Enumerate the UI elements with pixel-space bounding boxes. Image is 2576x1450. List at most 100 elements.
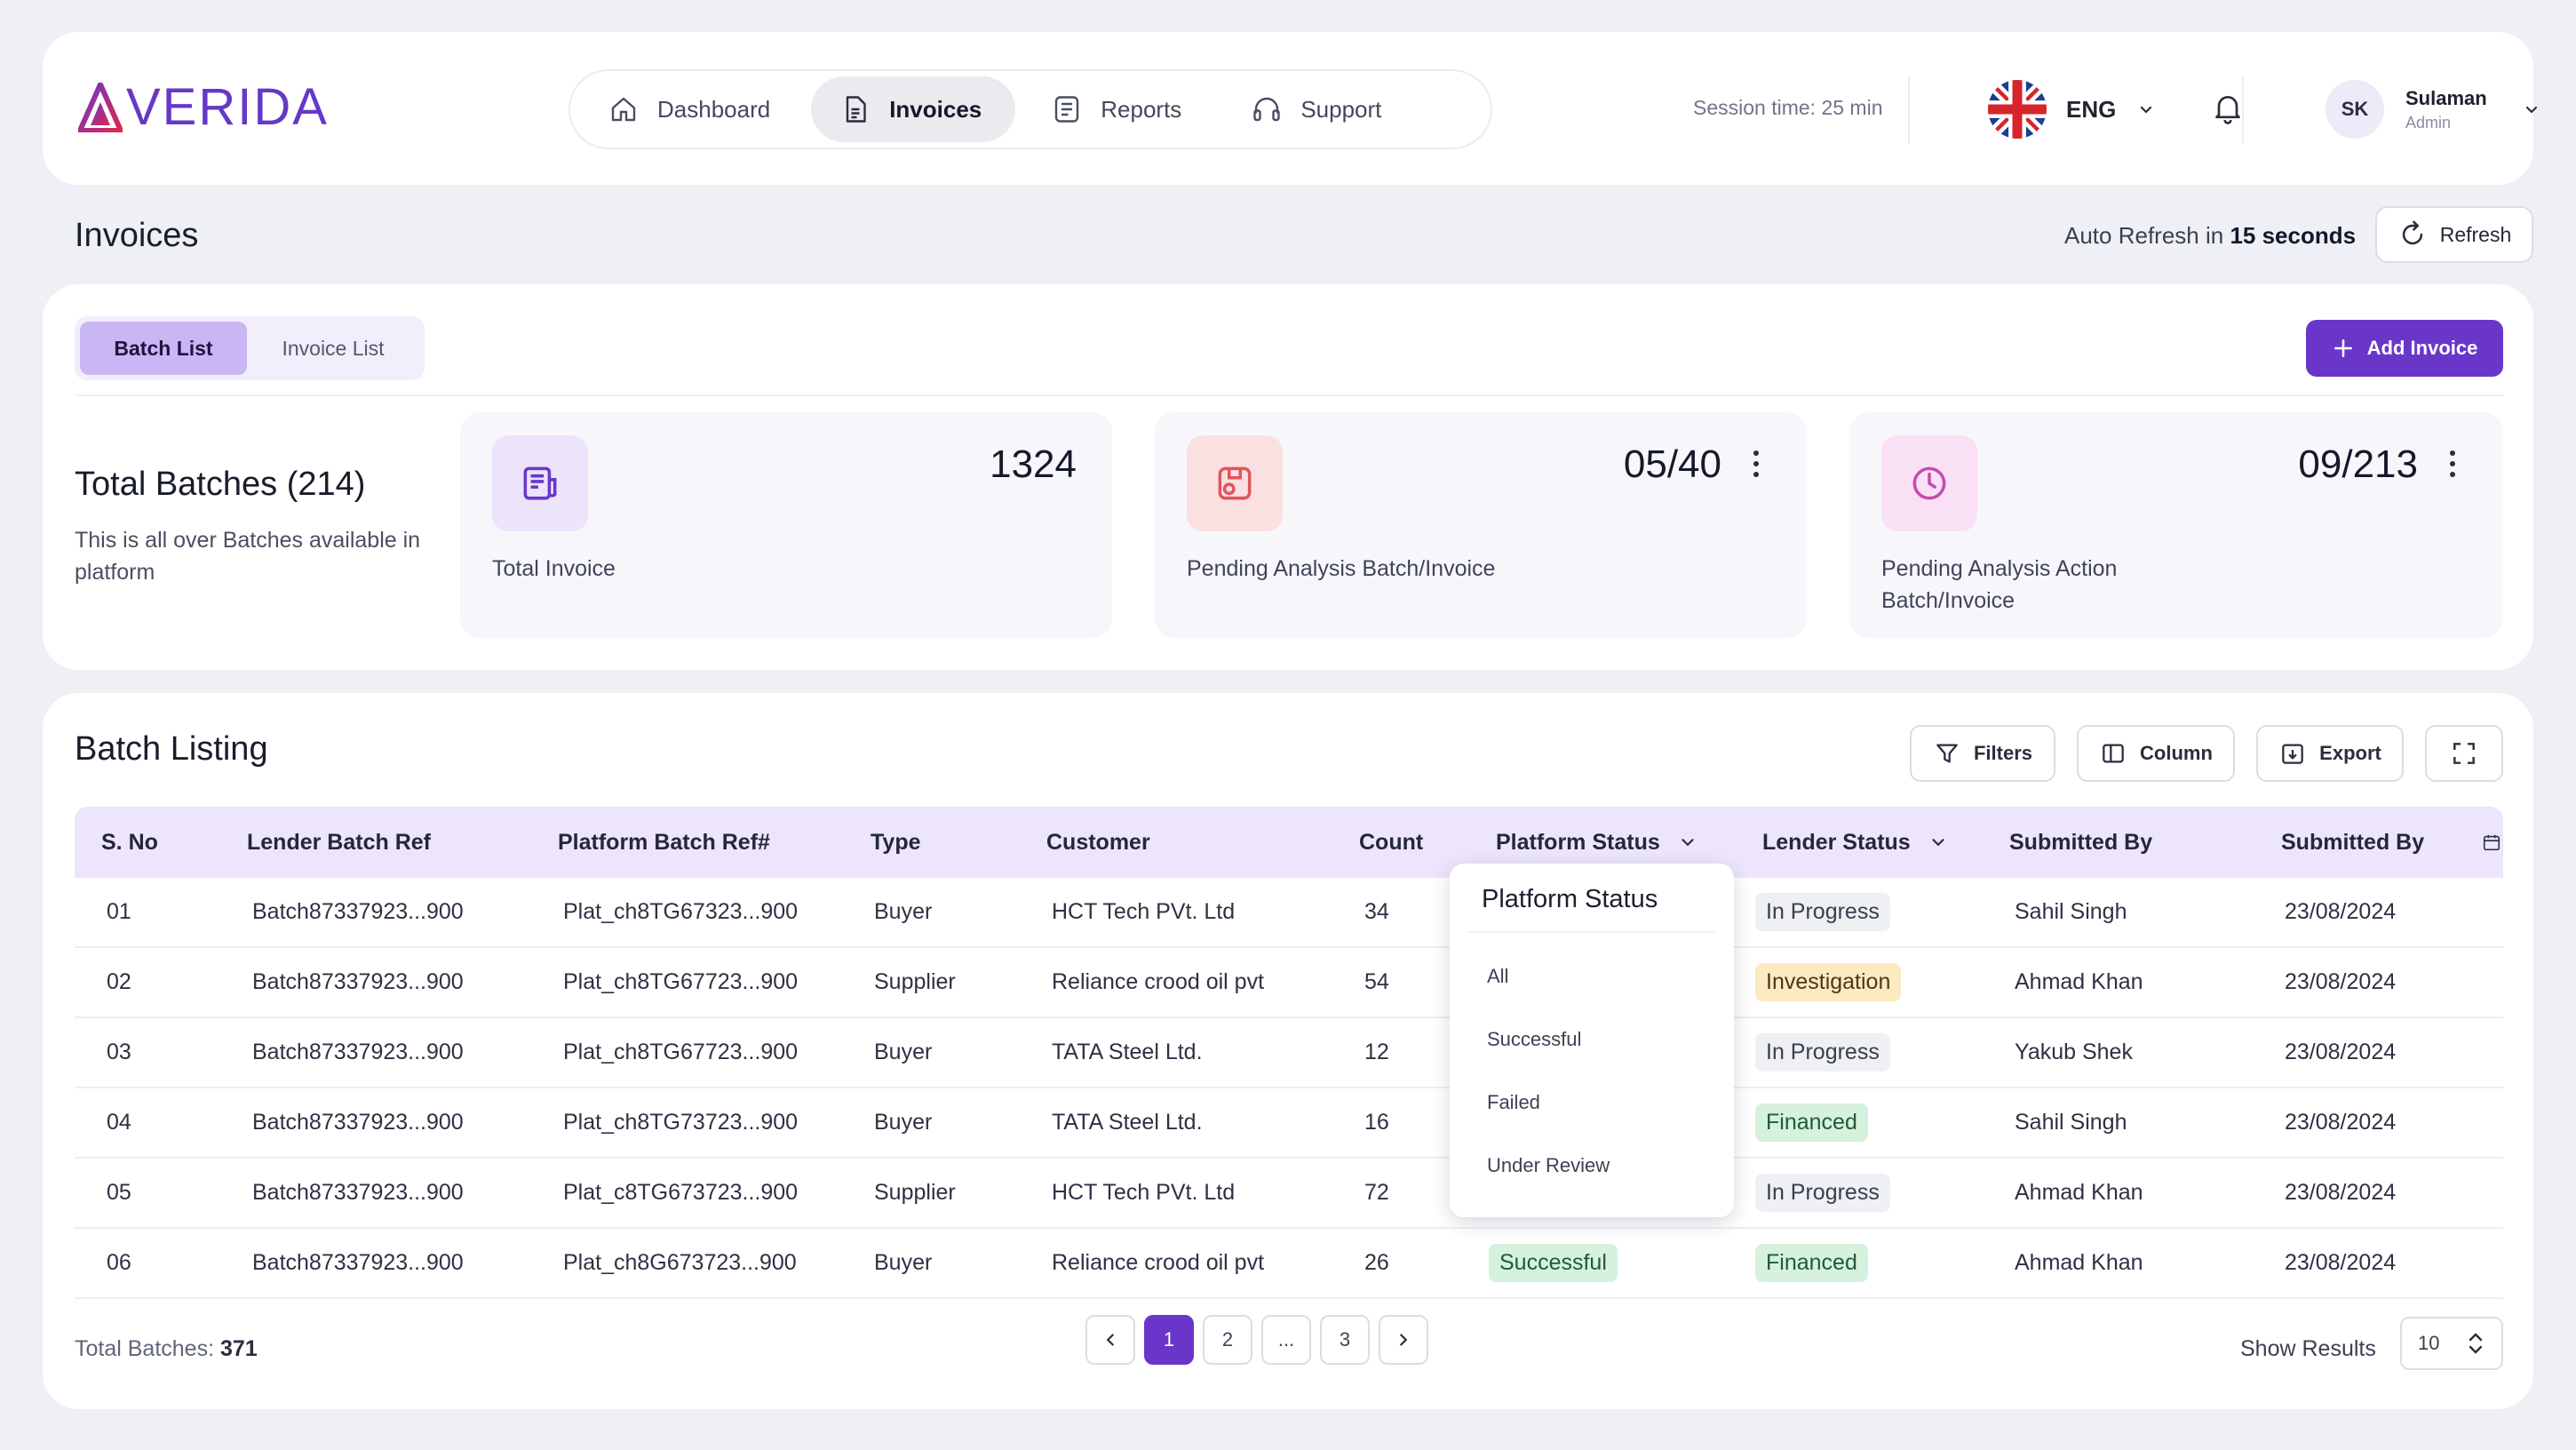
stat-value: 1324 <box>990 442 1077 486</box>
show-results-select[interactable]: 10 <box>2400 1317 2503 1370</box>
add-invoice-button[interactable]: Add Invoice <box>2306 320 2503 377</box>
column-header[interactable]: Platform Batch Ref# <box>558 829 770 855</box>
cell-submitted-date: 23/08/2024 <box>2285 1250 2397 1275</box>
fullscreen-icon <box>2453 743 2475 764</box>
bell-icon[interactable] <box>2210 90 2246 125</box>
column-header[interactable]: Type <box>871 829 921 855</box>
platform-status-header[interactable]: Platform Status <box>1496 807 1697 878</box>
nav-support[interactable]: Support <box>1222 76 1415 142</box>
column-header[interactable]: Customer <box>1046 829 1150 855</box>
list-toggle: Batch List Invoice List <box>75 316 425 380</box>
cell-submitted-by: Ahmad Khan <box>2015 969 2143 994</box>
column-header[interactable]: Submitted By <box>2009 829 2153 855</box>
refresh-button[interactable]: Refresh <box>2375 206 2533 263</box>
page-1-button[interactable]: 1 <box>1144 1315 1194 1365</box>
nav-dashboard-label: Dashboard <box>657 95 771 123</box>
dropdown-option-failed[interactable]: Failed <box>1487 1091 1540 1113</box>
cell-count: 12 <box>1364 1040 1389 1064</box>
cell-customer: Reliance crood oil pvt <box>1052 1250 1265 1275</box>
header-divider <box>1908 76 1910 144</box>
cell-lender-status: Financed <box>1755 1088 1868 1157</box>
stat-label: Pending Analysis Batch/Invoice <box>1187 556 1496 581</box>
filters-label: Filters <box>1973 742 2033 764</box>
chevron-down-icon <box>2525 106 2538 114</box>
table-row[interactable]: 06 Batch87337923...900 Plat_ch8G673723...9… <box>75 1229 2503 1299</box>
cell-submitted-by: Ahmad Khan <box>2015 1250 2143 1275</box>
cell-sno: 03 <box>107 1040 131 1064</box>
tab-invoice-list[interactable]: Invoice List <box>282 336 385 360</box>
cell-submitted-by: Sahil Singh <box>2015 899 2127 924</box>
logo-text: VERIDA <box>126 78 329 136</box>
stat-card-pending-analysis[interactable]: 05/40 Pending Analysis Batch/Invoice <box>1155 412 1807 638</box>
cell-type: Buyer <box>874 1040 933 1064</box>
cell-submitted-date: 23/08/2024 <box>2285 1040 2397 1064</box>
cell-customer: Reliance crood oil pvt <box>1052 969 1265 994</box>
refresh-label: Refresh <box>2439 222 2512 246</box>
batch-listing-title: Batch Listing <box>75 730 268 768</box>
avatar: SK <box>2326 80 2384 139</box>
table-row[interactable]: 05 Batch87337923...900 Plat_c8TG673723...9… <box>75 1159 2503 1229</box>
next-page-button[interactable] <box>1379 1315 1428 1365</box>
language-selector[interactable]: ENG <box>1988 78 2157 140</box>
status-badge: Financed <box>1755 1244 1868 1282</box>
dropdown-option-under-review[interactable]: Under Review <box>1487 1154 1610 1176</box>
more-options-icon[interactable] <box>2448 448 2457 480</box>
status-badge: Investigation <box>1755 963 1902 1001</box>
nav-invoices[interactable]: Invoices <box>811 76 1016 142</box>
nav-reports[interactable]: Reports <box>1022 76 1215 142</box>
main-nav: Dashboard Invoices Reports Support <box>568 69 1492 149</box>
export-button[interactable]: Export <box>2256 725 2404 782</box>
logo[interactable]: VERIDA <box>78 76 329 139</box>
tab-batch-list[interactable]: Batch List <box>80 322 247 375</box>
divider <box>1467 931 1714 933</box>
dropdown-option-all[interactable]: All <box>1487 965 1509 987</box>
filters-button[interactable]: Filters <box>1910 725 2055 782</box>
cell-type: Supplier <box>874 1180 956 1205</box>
page-title: Invoices <box>75 217 199 254</box>
cell-type: Buyer <box>874 1250 933 1275</box>
column-header[interactable]: Submitted By <box>2281 829 2425 855</box>
nav-dashboard[interactable]: Dashboard <box>579 76 804 142</box>
home-icon <box>611 97 636 122</box>
clock-icon <box>1881 435 1977 531</box>
platform-status-dropdown: Platform Status All Successful Failed Un… <box>1450 864 1734 1217</box>
dropdown-title: Platform Status <box>1482 885 1658 913</box>
page-3-button[interactable]: 3 <box>1320 1315 1370 1365</box>
cell-platform-ref: Plat_ch8G673723...900 <box>563 1250 797 1275</box>
calendar-icon[interactable] <box>2482 807 2501 878</box>
nav-reports-label: Reports <box>1101 95 1182 123</box>
cell-platform-ref: Plat_ch8TG73723...900 <box>563 1110 799 1135</box>
column-header[interactable]: Count <box>1359 829 1424 855</box>
prev-page-button[interactable] <box>1085 1315 1135 1365</box>
cell-lender-status: In Progress <box>1755 1159 1890 1227</box>
add-invoice-label: Add Invoice <box>2366 337 2478 359</box>
cell-type: Buyer <box>874 1110 933 1135</box>
user-menu[interactable]: SK Sulaman Admin <box>2326 78 2542 140</box>
cell-sno: 05 <box>107 1180 131 1205</box>
dropdown-option-successful[interactable]: Successful <box>1487 1028 1582 1050</box>
stat-label: Total Invoice <box>492 556 616 581</box>
auto-refresh-text: Auto Refresh in 15 seconds <box>2064 222 2357 249</box>
cell-type: Buyer <box>874 899 933 924</box>
lender-status-header[interactable]: Lender Status <box>1762 807 1948 878</box>
plus-icon <box>2334 339 2352 357</box>
table-row[interactable]: 03 Batch87337923...900 Plat_ch8TG67723...9… <box>75 1018 2503 1088</box>
table-row[interactable]: 02 Batch87337923...900 Plat_ch8TG67723...9… <box>75 948 2503 1018</box>
more-options-icon[interactable] <box>1752 448 1761 480</box>
column-header[interactable]: S. No <box>101 829 158 855</box>
table-row[interactable]: 01 Batch87337923...900 Plat_ch8TG67323...9… <box>75 878 2503 948</box>
sort-updown-icon <box>2469 1333 2483 1354</box>
column-header[interactable]: Lender Batch Ref <box>247 829 431 855</box>
top-header: VERIDA Dashboard Invoices Reports Suppor… <box>43 32 2538 185</box>
stat-card-total-invoice[interactable]: 1324 Total Invoice <box>460 412 1112 638</box>
page-2-button[interactable]: 2 <box>1203 1315 1252 1365</box>
cell-lender-status: In Progress <box>1755 1018 1890 1087</box>
auto-refresh-countdown: 15 seconds <box>2230 222 2357 249</box>
fullscreen-button[interactable] <box>2425 725 2503 782</box>
cell-submitted-by: Sahil Singh <box>2015 1110 2127 1135</box>
column-button[interactable]: Column <box>2077 725 2235 782</box>
uk-flag-icon <box>1988 80 2047 139</box>
table-row[interactable]: 04 Batch87337923...900 Plat_ch8TG73723...9… <box>75 1088 2503 1159</box>
invoice-icon <box>492 435 588 531</box>
stat-card-pending-action[interactable]: 09/213 Pending Analysis Action Batch/Inv… <box>1849 412 2503 638</box>
